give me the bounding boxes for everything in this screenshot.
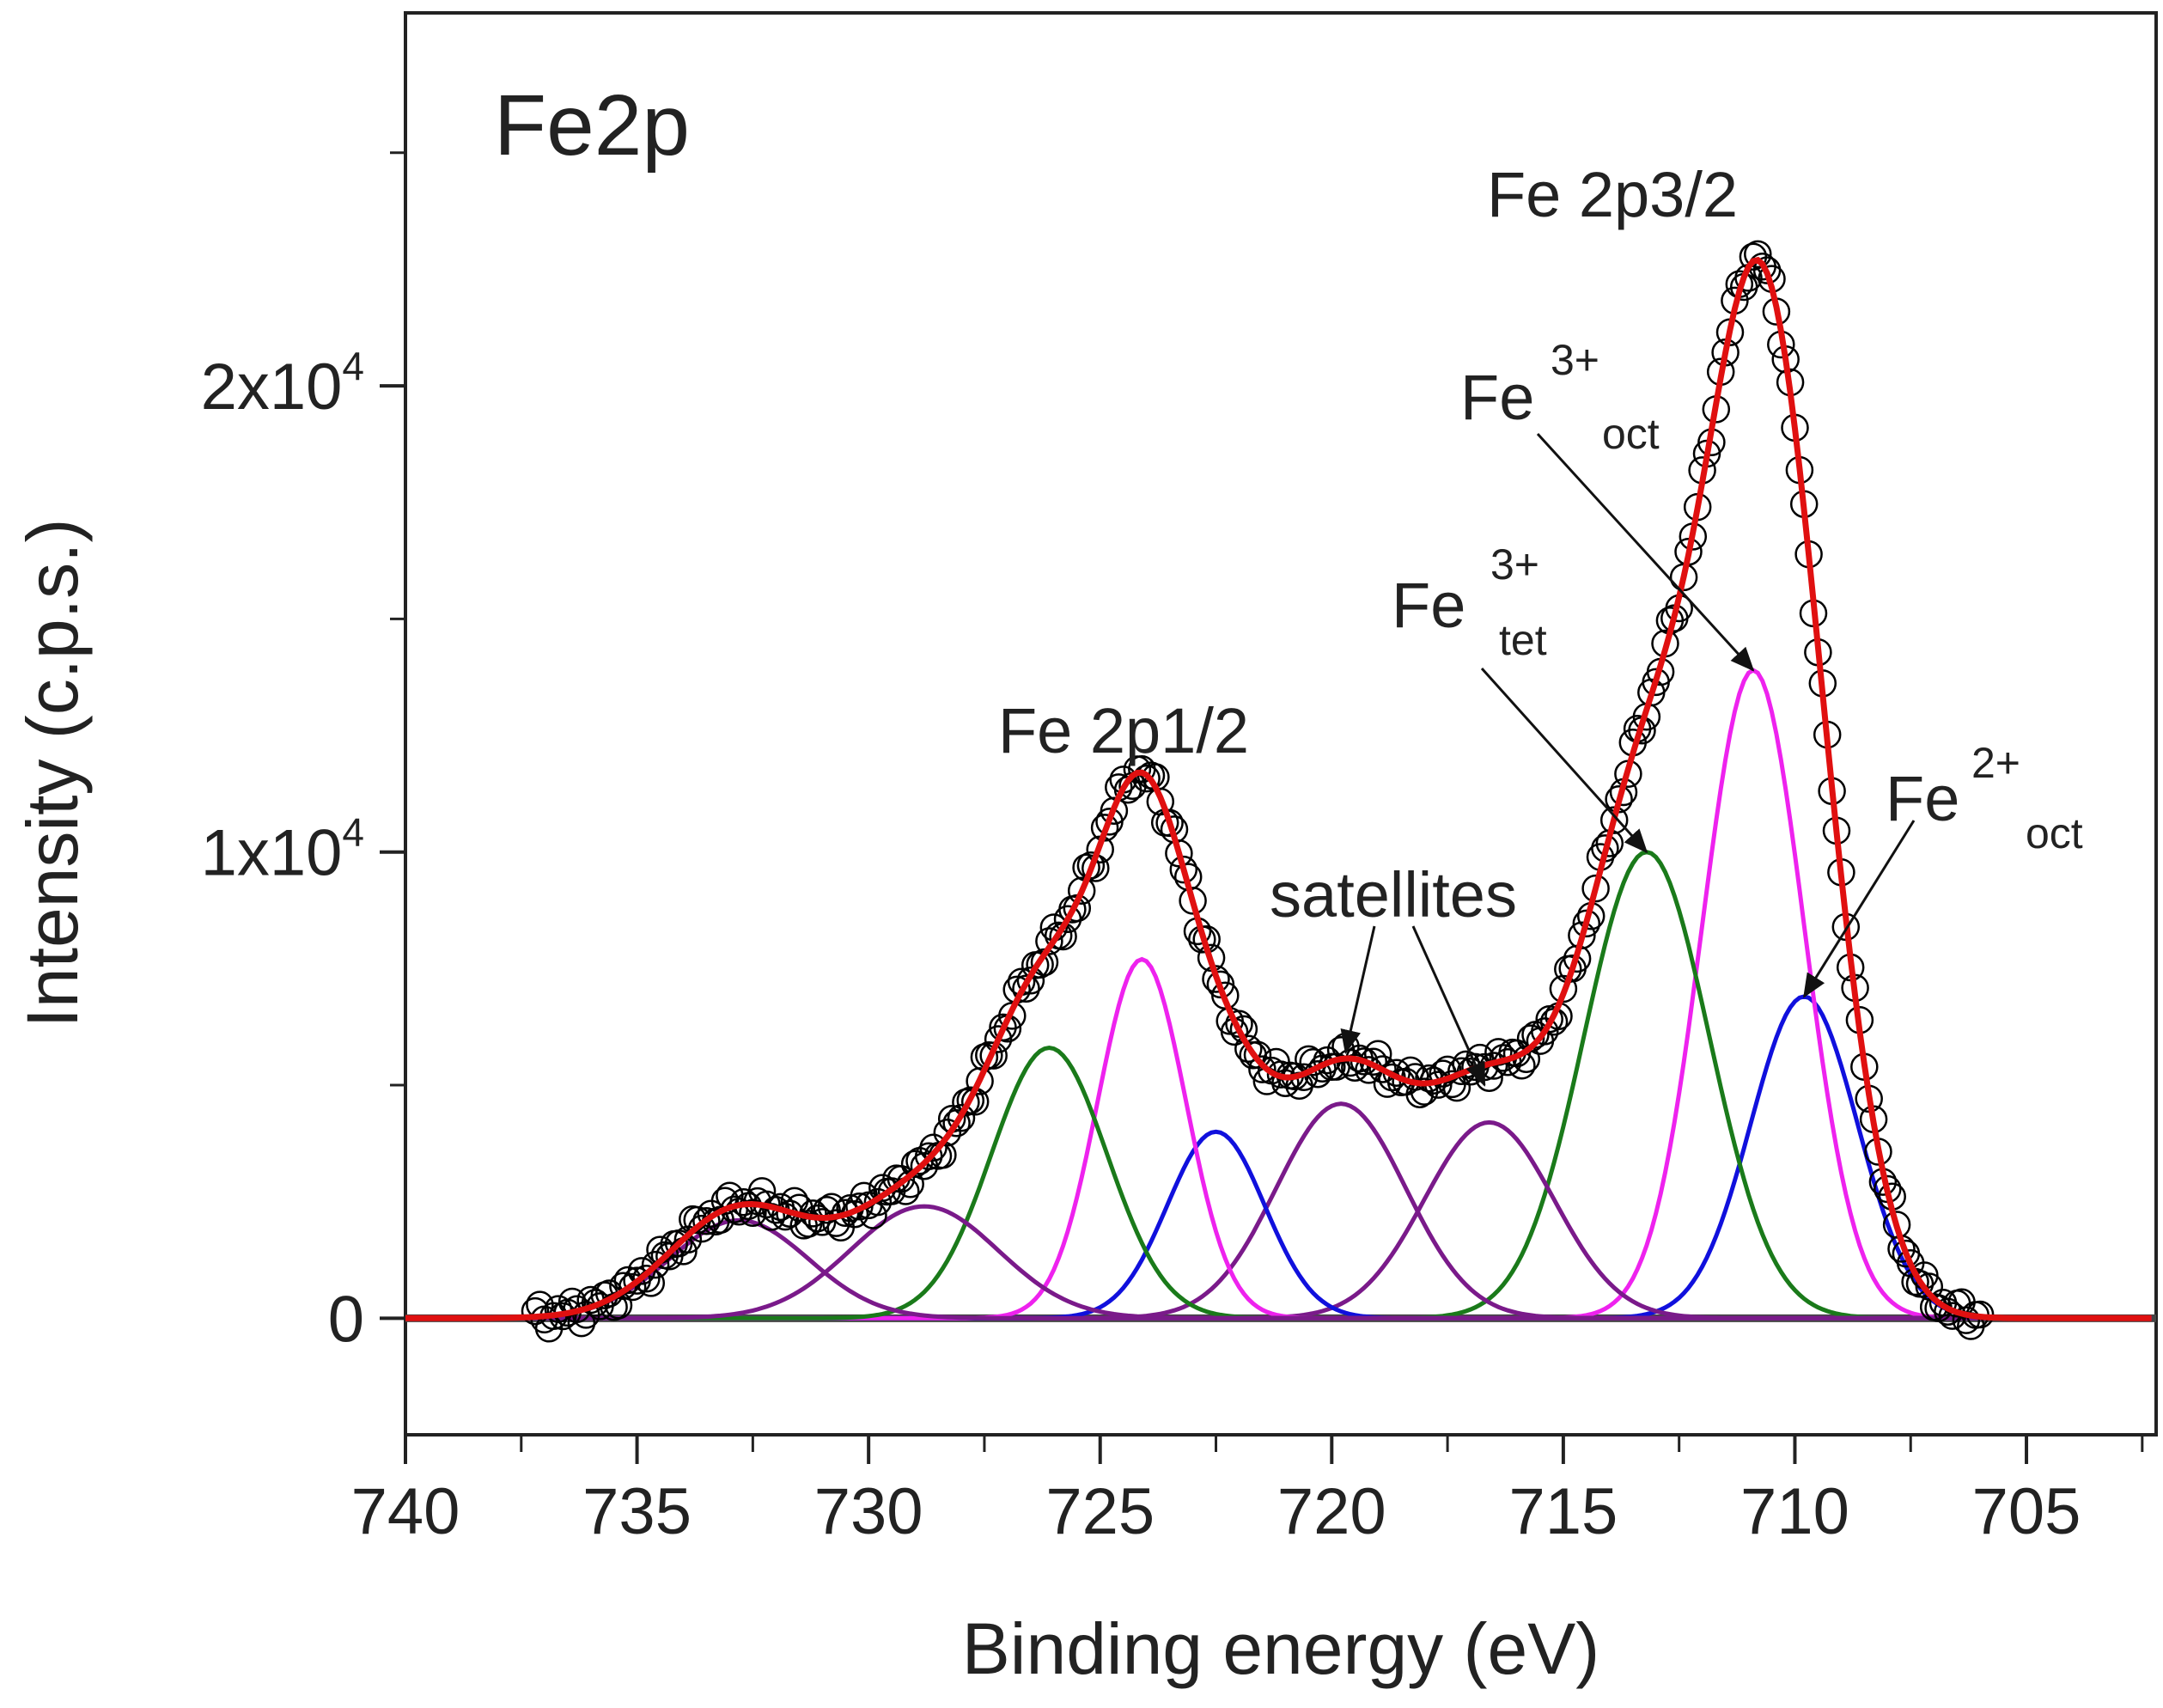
data-point bbox=[984, 1025, 1013, 1053]
axis-ticks: 740 735 730 725 720 715 710 705 0 1x104 2x104 bbox=[201, 151, 2144, 1548]
svg-text:Fe: Fe bbox=[1460, 362, 1534, 433]
data-point bbox=[692, 1207, 721, 1235]
series-layer bbox=[405, 240, 2156, 1343]
measured-data bbox=[521, 240, 1995, 1343]
label-fe-2p1-2: Fe 2p1/2 bbox=[998, 695, 1249, 766]
component-curve-4 bbox=[405, 1119, 2152, 1321]
data-point bbox=[1169, 855, 1198, 884]
x-tick-label: 725 bbox=[1045, 1475, 1155, 1548]
data-point bbox=[1067, 876, 1096, 906]
data-point bbox=[673, 1225, 703, 1254]
data-point bbox=[1076, 851, 1106, 880]
x-tick-label: 705 bbox=[1972, 1475, 2081, 1548]
x-tick-label: 715 bbox=[1508, 1475, 1618, 1548]
data-point bbox=[747, 1177, 777, 1205]
data-point bbox=[933, 1118, 962, 1147]
data-point bbox=[1165, 839, 1193, 868]
data-point bbox=[1016, 967, 1045, 995]
data-point bbox=[1410, 1077, 1439, 1106]
data-point bbox=[1368, 1055, 1397, 1083]
svg-text:oct: oct bbox=[2026, 809, 2083, 857]
label-fe3-oct: Fe 3+ oct bbox=[1460, 336, 1660, 458]
data-point bbox=[1581, 874, 1610, 903]
data-point bbox=[1744, 240, 1772, 269]
component-curve-10 bbox=[405, 1217, 2152, 1321]
fit-envelope bbox=[405, 256, 2152, 1321]
panel-title: Fe2p bbox=[494, 77, 690, 174]
data-point bbox=[1155, 808, 1184, 838]
y-tick-label: 0 bbox=[328, 1283, 364, 1356]
label-fe-2p3-2: Fe 2p3/2 bbox=[1487, 159, 1738, 230]
arrow-fe2-oct bbox=[1802, 820, 1916, 998]
svg-text:3+: 3+ bbox=[1551, 336, 1599, 384]
x-tick-label: 730 bbox=[814, 1475, 923, 1548]
svg-text:Fe: Fe bbox=[1886, 763, 1959, 834]
y-tick-label: 2x104 bbox=[201, 344, 364, 424]
x-tick-label: 720 bbox=[1277, 1475, 1386, 1548]
svg-text:oct: oct bbox=[1602, 410, 1660, 458]
svg-text:tet: tet bbox=[1499, 616, 1547, 664]
data-point bbox=[687, 1214, 716, 1243]
data-point bbox=[1012, 974, 1040, 1003]
data-point bbox=[641, 1250, 670, 1279]
data-point bbox=[710, 1186, 740, 1215]
arrow-satellite-1 bbox=[1340, 925, 1376, 1054]
data-point bbox=[1179, 887, 1207, 915]
label-fe2-oct: Fe 2+ oct bbox=[1886, 739, 2083, 857]
label-satellites: satellites bbox=[1270, 859, 1517, 930]
x-tick-label: 735 bbox=[582, 1475, 692, 1548]
data-point bbox=[1502, 1039, 1532, 1068]
data-point bbox=[919, 1133, 947, 1162]
svg-text:2+: 2+ bbox=[1971, 739, 2020, 787]
data-point bbox=[1243, 1040, 1272, 1069]
plot-frame bbox=[404, 11, 2158, 1437]
data-point bbox=[1026, 950, 1054, 979]
x-tick-label: 710 bbox=[1740, 1475, 1849, 1548]
y-tick-label: 1x104 bbox=[201, 810, 364, 890]
arrow-fe3-tet bbox=[1480, 667, 1648, 854]
annotation-arrows bbox=[1340, 432, 1916, 1087]
data-point bbox=[1531, 1017, 1559, 1046]
arrow-satellite-2 bbox=[1411, 925, 1486, 1087]
data-point bbox=[998, 1002, 1027, 1030]
data-point bbox=[1572, 909, 1601, 938]
data-point bbox=[632, 1265, 661, 1293]
x-tick-label: 740 bbox=[351, 1475, 460, 1548]
label-fe3-tet: Fe 3+ tet bbox=[1392, 540, 1547, 664]
x-axis-title: Binding energy (eV) bbox=[962, 1608, 1599, 1689]
y-axis-title: Intensity (c.p.s.) bbox=[12, 519, 93, 1028]
data-point bbox=[1090, 814, 1119, 842]
data-point bbox=[1433, 1055, 1462, 1084]
data-point bbox=[1271, 1069, 1300, 1097]
data-point bbox=[618, 1272, 647, 1302]
data-point bbox=[1234, 1034, 1263, 1064]
data-point bbox=[1248, 1055, 1276, 1083]
svg-text:3+: 3+ bbox=[1490, 540, 1539, 589]
data-point bbox=[863, 1187, 893, 1217]
svg-text:Fe: Fe bbox=[1392, 570, 1465, 641]
data-point bbox=[1202, 965, 1230, 993]
data-point bbox=[1100, 796, 1129, 825]
data-point bbox=[822, 1209, 850, 1237]
data-point bbox=[947, 1104, 976, 1132]
data-point bbox=[1035, 927, 1063, 955]
arrow-fe3-oct bbox=[1536, 432, 1755, 672]
data-point bbox=[521, 1296, 550, 1326]
